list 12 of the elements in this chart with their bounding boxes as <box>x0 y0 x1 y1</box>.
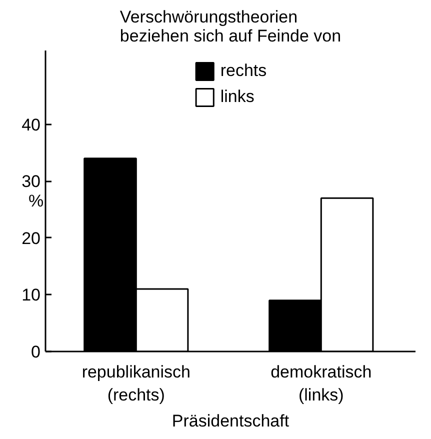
x-axis-title: Präsidentschaft <box>172 411 290 430</box>
y-tick-label: 10 <box>22 286 41 305</box>
y-tick-label: 30 <box>22 172 41 192</box>
y-tick-label: 0 <box>31 342 41 362</box>
legend-label: rechts <box>220 61 267 81</box>
y-tick-label: 20 <box>22 228 41 248</box>
chart-title: Verschwörungstheorien beziehen sich auf Feinde von <box>120 8 342 46</box>
x-tick-label: demokratisch (links) <box>270 362 372 404</box>
x-tick-label: republikanisch (rechts) <box>82 362 190 404</box>
legend-label: links <box>220 87 254 107</box>
y-axis-title: % <box>28 192 44 210</box>
y-tick-label: 40 <box>22 115 41 134</box>
